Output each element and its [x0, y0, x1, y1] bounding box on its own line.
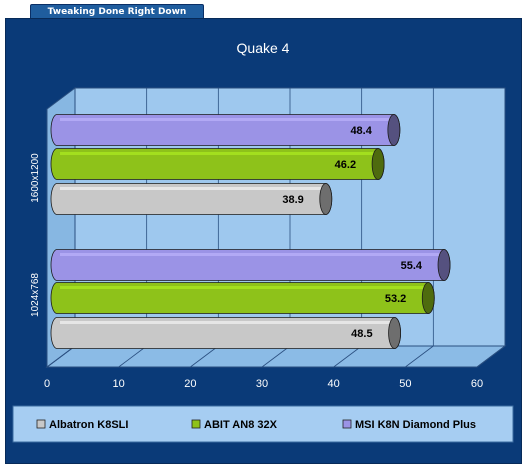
data-label: 48.4	[350, 125, 372, 137]
legend-box	[12, 405, 514, 443]
data-label: 55.4	[401, 260, 423, 272]
data-label: 46.2	[335, 159, 356, 171]
category-label: 1600x1200	[30, 153, 41, 203]
data-label: 38.9	[282, 194, 303, 206]
x-tick-label: 40	[328, 378, 340, 390]
x-tick-label: 20	[184, 378, 196, 390]
floor-gridline	[190, 345, 219, 368]
legend-swatch	[342, 419, 352, 429]
bar	[50, 183, 333, 215]
x-tick-label: 30	[256, 378, 268, 390]
legend-swatch	[191, 419, 201, 429]
x-tick-label: 50	[399, 378, 411, 390]
floor-gridline	[333, 345, 362, 368]
bar	[50, 148, 385, 180]
legend-label: Albatron K8SLI	[49, 419, 128, 431]
x-tick-label: 0	[44, 378, 50, 390]
bar	[50, 282, 435, 314]
category-label: 1024x768	[30, 273, 41, 317]
data-label: 48.5	[351, 328, 372, 340]
floor-gridline	[46, 345, 76, 368]
floor-gridline	[476, 345, 506, 368]
floor-gridline	[405, 345, 434, 368]
x-tick-label: 10	[113, 378, 125, 390]
bar	[50, 317, 401, 349]
data-label: 53.2	[385, 293, 406, 305]
legend-swatch	[36, 419, 46, 429]
legend-label: ABIT AN8 32X	[204, 419, 278, 431]
x-tick-label: 60	[471, 378, 483, 390]
floor-gridline	[261, 345, 291, 368]
floor-gridline	[118, 345, 147, 368]
legend-label: MSI K8N Diamond Plus	[355, 419, 476, 431]
bar	[50, 249, 451, 281]
chart-title: Quake 4	[237, 40, 290, 56]
bar	[50, 114, 401, 146]
